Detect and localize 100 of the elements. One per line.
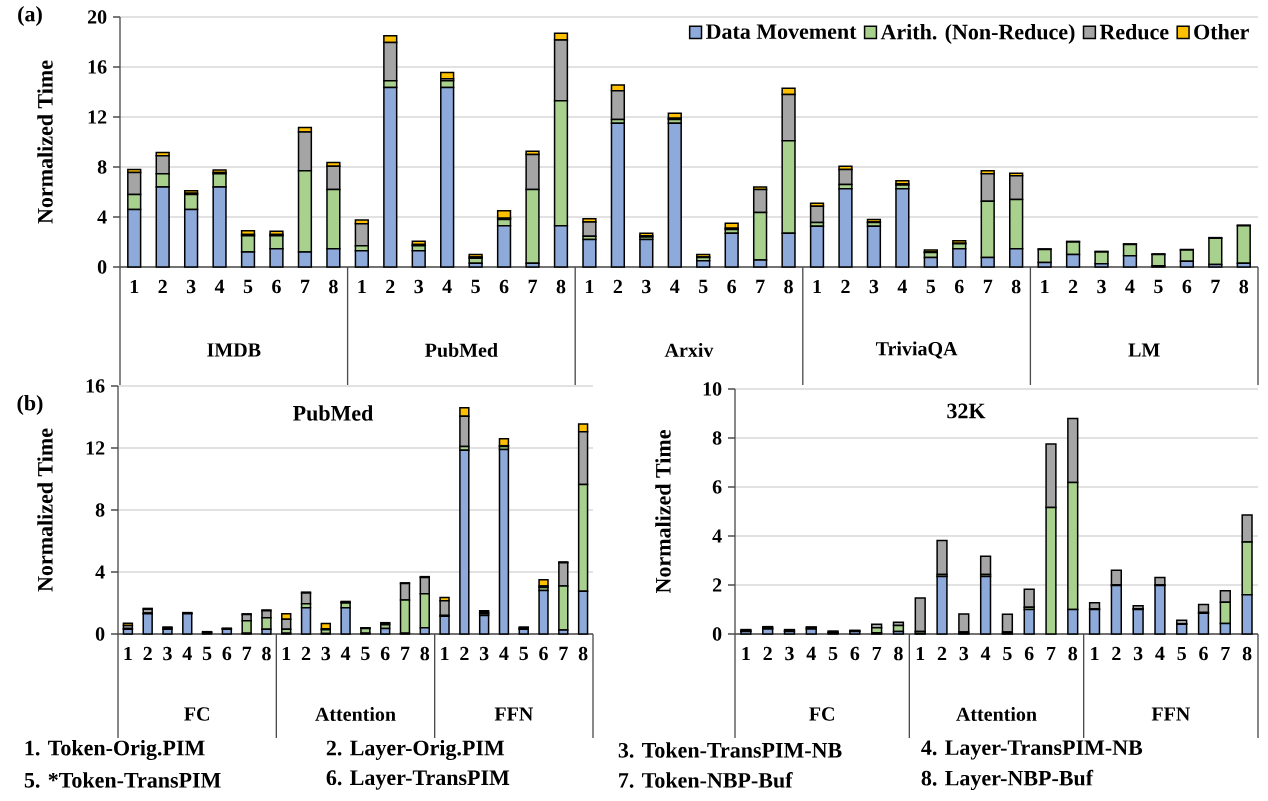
x-tick-label: 7	[1047, 646, 1056, 660]
x-tick-label: 1	[441, 646, 449, 661]
x-tick-label: 1	[586, 279, 594, 294]
x-tick-label: 5	[926, 279, 936, 294]
x-tick-label: 3	[479, 646, 489, 661]
text: 2. Layer-Orig.PIM	[326, 739, 505, 761]
x-tick-label: 4	[214, 279, 225, 294]
x-tick-label: 3	[869, 279, 879, 294]
text: 3. Token-TransPIM-NB	[618, 742, 842, 758]
x-tick-label: 2	[613, 279, 623, 294]
x-tick-label: 6	[380, 646, 390, 661]
text: 1. Token-Orig.PIM	[25, 739, 205, 761]
y-tick-label: 8	[97, 160, 107, 174]
text: PubMed	[425, 342, 498, 358]
text: FFN	[1151, 707, 1190, 721]
legend-label: Reduce	[1099, 23, 1169, 40]
x-tick-label: 4	[1155, 646, 1165, 661]
text: Attention	[315, 706, 396, 722]
x-tick-label: 4	[806, 646, 816, 661]
x-tick-label: 7	[1211, 279, 1220, 293]
text: PubMed	[293, 405, 374, 421]
text: TriviaQA	[875, 341, 958, 359]
x-tick-label: 1	[124, 646, 132, 661]
x-tick-label: 6	[1024, 646, 1034, 661]
x-tick-label: 1	[130, 279, 139, 294]
chart-title: 32K	[947, 403, 986, 419]
x-tick-label: 4	[897, 279, 907, 294]
x-tick-label: 2	[460, 646, 469, 661]
x-tick-label: 1	[358, 279, 366, 294]
x-tick-label: 8	[784, 279, 793, 294]
legend-label: Data Movement	[705, 24, 857, 40]
x-tick-label: 8	[1239, 279, 1249, 294]
x-tick-label: 2	[1112, 646, 1121, 661]
x-tick-label: 3	[642, 279, 651, 294]
x-tick-label: 4	[499, 646, 509, 661]
y-tick-label: 20	[87, 10, 107, 24]
x-tick-label: 3	[1133, 646, 1143, 661]
x-tick-label: 5	[1177, 646, 1186, 661]
y-tick-label: 12	[86, 441, 105, 455]
text: 8. Layer-NBP-Buf	[921, 769, 1094, 791]
x-tick-label: 5	[202, 646, 212, 661]
legend-label: Other	[1194, 23, 1249, 40]
y-tick-label: 10	[703, 382, 722, 396]
x-tick-label: 7	[756, 279, 765, 293]
x-tick-label: 1	[916, 646, 925, 661]
x-tick-label: 2	[1068, 279, 1078, 294]
text: LM	[1128, 343, 1160, 357]
x-tick-label: 2	[841, 279, 850, 294]
text: Arxiv	[664, 342, 714, 358]
x-tick-label: 7	[559, 646, 568, 660]
x-tick-label: 5	[1003, 646, 1012, 661]
x-tick-label: 8	[578, 646, 588, 661]
x-tick-label: 7	[242, 646, 252, 660]
x-tick-label: 6	[272, 279, 281, 294]
x-tick-label: 8	[556, 279, 566, 294]
y-axis-title: Normalized Time	[37, 60, 53, 224]
x-tick-label: 6	[727, 279, 737, 294]
x-tick-label: 6	[954, 279, 964, 294]
x-tick-label: 1	[1041, 279, 1049, 294]
x-tick-label: 8	[420, 646, 430, 661]
x-tick-label: 2	[386, 279, 395, 294]
x-tick-label: 6	[222, 646, 232, 661]
x-tick-label: 3	[163, 646, 172, 661]
x-tick-label: 7	[301, 279, 310, 293]
text: FC	[809, 707, 834, 721]
x-tick-label: 2	[158, 279, 167, 294]
y-tick-label: 4	[97, 210, 107, 224]
x-tick-label: 3	[186, 279, 196, 294]
y-tick-label: 16	[86, 379, 105, 393]
x-tick-label: 3	[321, 646, 331, 661]
chart-title: (a)	[18, 6, 42, 26]
x-tick-label: 2	[143, 646, 152, 661]
y-tick-label: 16	[88, 60, 107, 74]
text: FC	[184, 707, 209, 721]
x-tick-label: 5	[519, 646, 528, 661]
y-tick-label: 0	[712, 627, 722, 641]
x-tick-label: 7	[528, 279, 538, 293]
x-tick-label: 5	[699, 279, 708, 294]
x-tick-label: 5	[828, 646, 838, 661]
text: 4. Layer-TransPIM-NB	[921, 740, 1143, 760]
x-tick-label: 4	[670, 279, 680, 294]
y-tick-label: 4	[712, 529, 722, 543]
x-tick-label: 6	[850, 646, 860, 661]
x-tick-label: 7	[872, 646, 882, 660]
y-axis-title: Normalized Time	[37, 428, 53, 592]
x-tick-label: 8	[1011, 279, 1021, 294]
x-tick-label: 1	[1091, 646, 1099, 661]
text: Attention	[956, 706, 1037, 722]
x-tick-label: 7	[1221, 646, 1230, 660]
x-tick-label: 5	[243, 279, 253, 294]
x-tick-label: 5	[361, 646, 370, 661]
x-tick-label: 1	[282, 646, 291, 661]
y-tick-label: 8	[95, 503, 105, 517]
y-tick-label: 0	[95, 627, 105, 641]
y-axis-title: Normalized Time	[655, 430, 671, 594]
x-tick-label: 6	[539, 646, 548, 661]
legend-label: Arith. (Non-Reduce)	[880, 23, 1075, 44]
x-tick-label: 1	[742, 646, 750, 661]
y-tick-label: 8	[712, 431, 722, 445]
x-tick-label: 1	[813, 279, 821, 294]
